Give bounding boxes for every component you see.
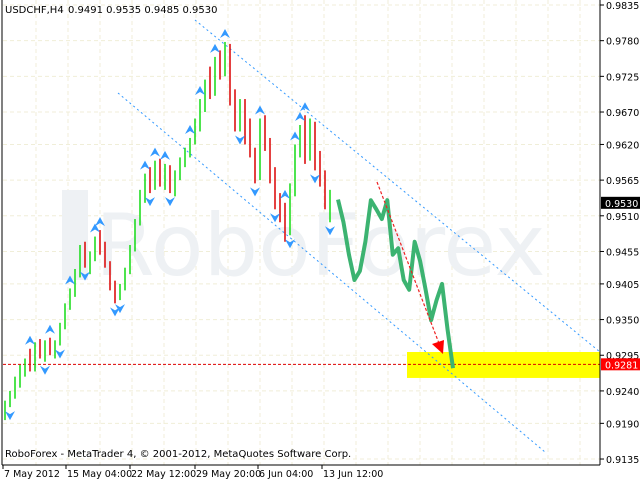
fractal-up-icon — [220, 28, 230, 38]
fractals — [5, 28, 335, 421]
x-tick-label: 13 Jun 12:00 — [323, 469, 383, 480]
fractal-up-icon — [95, 217, 105, 227]
fractal-up-icon — [160, 150, 170, 160]
y-tick-label: 0.9240 — [606, 387, 639, 398]
fractal-up-icon — [210, 43, 220, 53]
fractal-down-icon — [115, 304, 125, 314]
fractal-up-icon — [255, 105, 265, 115]
fractal-down-icon — [40, 365, 50, 375]
level-price-label: 0.9281 — [605, 360, 638, 371]
forecast-line — [336, 198, 455, 369]
x-tick-label: 15 May 04:00 — [67, 469, 132, 480]
fractal-up-icon — [140, 160, 150, 170]
fractal-down-icon — [145, 197, 155, 207]
fractal-down-icon — [235, 135, 245, 145]
current-price-label: 0.9530 — [605, 199, 638, 210]
fractal-up-icon — [195, 86, 205, 96]
y-axis-ticks: 0.9835 0.9780 0.9725 0.9670 0.9620 0.9565 0.95… — [600, 1, 639, 466]
fractal-up-icon — [300, 102, 310, 112]
fractal-down-icon — [165, 197, 175, 207]
fractal-up-icon — [90, 223, 100, 233]
fractal-up-icon — [65, 275, 75, 285]
fractal-down-icon — [110, 307, 120, 317]
y-tick-label: 0.9565 — [606, 176, 639, 187]
fractal-up-icon — [295, 111, 305, 121]
fractal-down-icon — [270, 213, 280, 223]
fractal-up-icon — [280, 189, 290, 199]
fractal-up-icon — [45, 324, 55, 334]
fractal-down-icon — [285, 239, 295, 249]
fractal-down-icon — [80, 271, 90, 281]
level-price-box — [601, 358, 640, 371]
target-zone — [407, 352, 600, 378]
y-tick-label: 0.9405 — [606, 280, 639, 291]
price-bars — [4, 41, 331, 421]
fractal-down-icon — [250, 187, 260, 197]
fractal-up-icon — [150, 147, 160, 157]
forecast-arrow-head-icon — [432, 340, 444, 354]
y-tick-label: 0.9780 — [606, 37, 639, 48]
x-tick-label: 7 May 2012 — [4, 469, 60, 480]
y-tick-label: 0.9620 — [606, 140, 639, 151]
fractal-up-icon — [185, 124, 195, 134]
channel-upper-line — [194, 19, 601, 353]
fractal-up-icon — [25, 335, 35, 345]
x-tick-label: 29 May 20:00 — [196, 469, 261, 480]
copyright-label: RoboForex - MetaTrader 4, © 2001-2012, M… — [5, 449, 351, 460]
ohlc-label: 0.9491 0.9535 0.9485 0.9530 — [68, 5, 218, 16]
fractal-down-icon — [55, 349, 65, 359]
y-tick-label: 0.9510 — [606, 212, 639, 223]
current-price-box — [601, 196, 640, 209]
fractal-down-icon — [5, 411, 15, 421]
x-tick-label: 6 Jun 04:00 — [259, 469, 313, 480]
y-tick-label: 0.9725 — [606, 72, 639, 83]
y-tick-label: 0.9670 — [606, 108, 639, 119]
y-tick-label: 0.9190 — [606, 419, 639, 430]
y-tick-label: 0.9135 — [606, 455, 639, 466]
fractal-down-icon — [325, 226, 335, 236]
forecast-arrow-line — [376, 181, 441, 347]
fractal-down-icon — [310, 174, 320, 184]
y-tick-label: 0.9835 — [606, 1, 639, 12]
x-tick-label: 22 May 12:00 — [131, 469, 196, 480]
y-tick-label: 0.9295 — [606, 351, 639, 362]
grid — [3, 0, 600, 465]
y-tick-label: 0.9350 — [606, 316, 639, 327]
symbol-label: USDCHF,H4 — [5, 5, 64, 16]
fractal-up-icon — [290, 131, 300, 141]
y-tick-label: 0.9455 — [606, 247, 639, 258]
watermark-text: RoboForex — [95, 196, 546, 296]
